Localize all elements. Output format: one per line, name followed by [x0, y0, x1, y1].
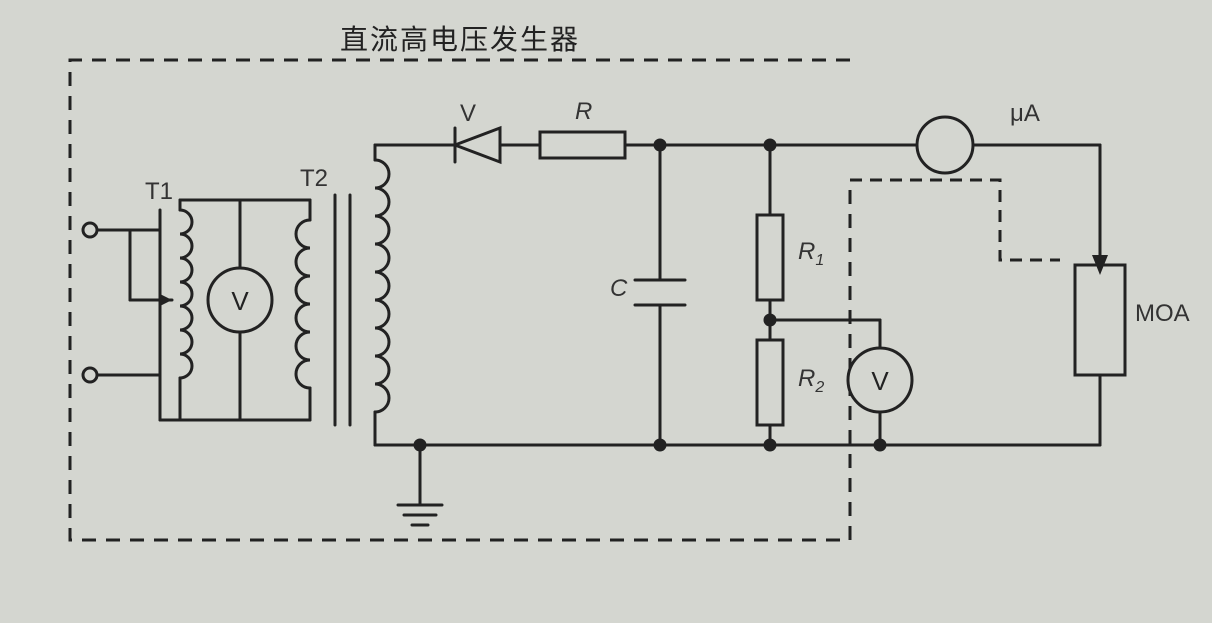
label-c: C: [610, 275, 627, 303]
circuit-diagram: V V: [0, 0, 1212, 623]
voltmeter-1-label: V: [231, 286, 249, 316]
microammeter-shield: [850, 180, 1060, 260]
label-moa: MOA: [1135, 300, 1190, 328]
label-r1: R1: [798, 238, 824, 270]
label-t1: T1: [145, 178, 173, 206]
voltmeter-2-label: V: [871, 366, 889, 396]
label-diode-v: V: [460, 100, 476, 128]
diagram-title: 直流高电压发生器: [340, 18, 580, 58]
label-t2: T2: [300, 165, 328, 193]
label-r: R: [575, 98, 592, 126]
label-r2: R2: [798, 365, 824, 397]
generator-enclosure: [70, 60, 850, 540]
label-microammeter: μA: [1010, 100, 1040, 128]
wiring: [83, 117, 1125, 525]
